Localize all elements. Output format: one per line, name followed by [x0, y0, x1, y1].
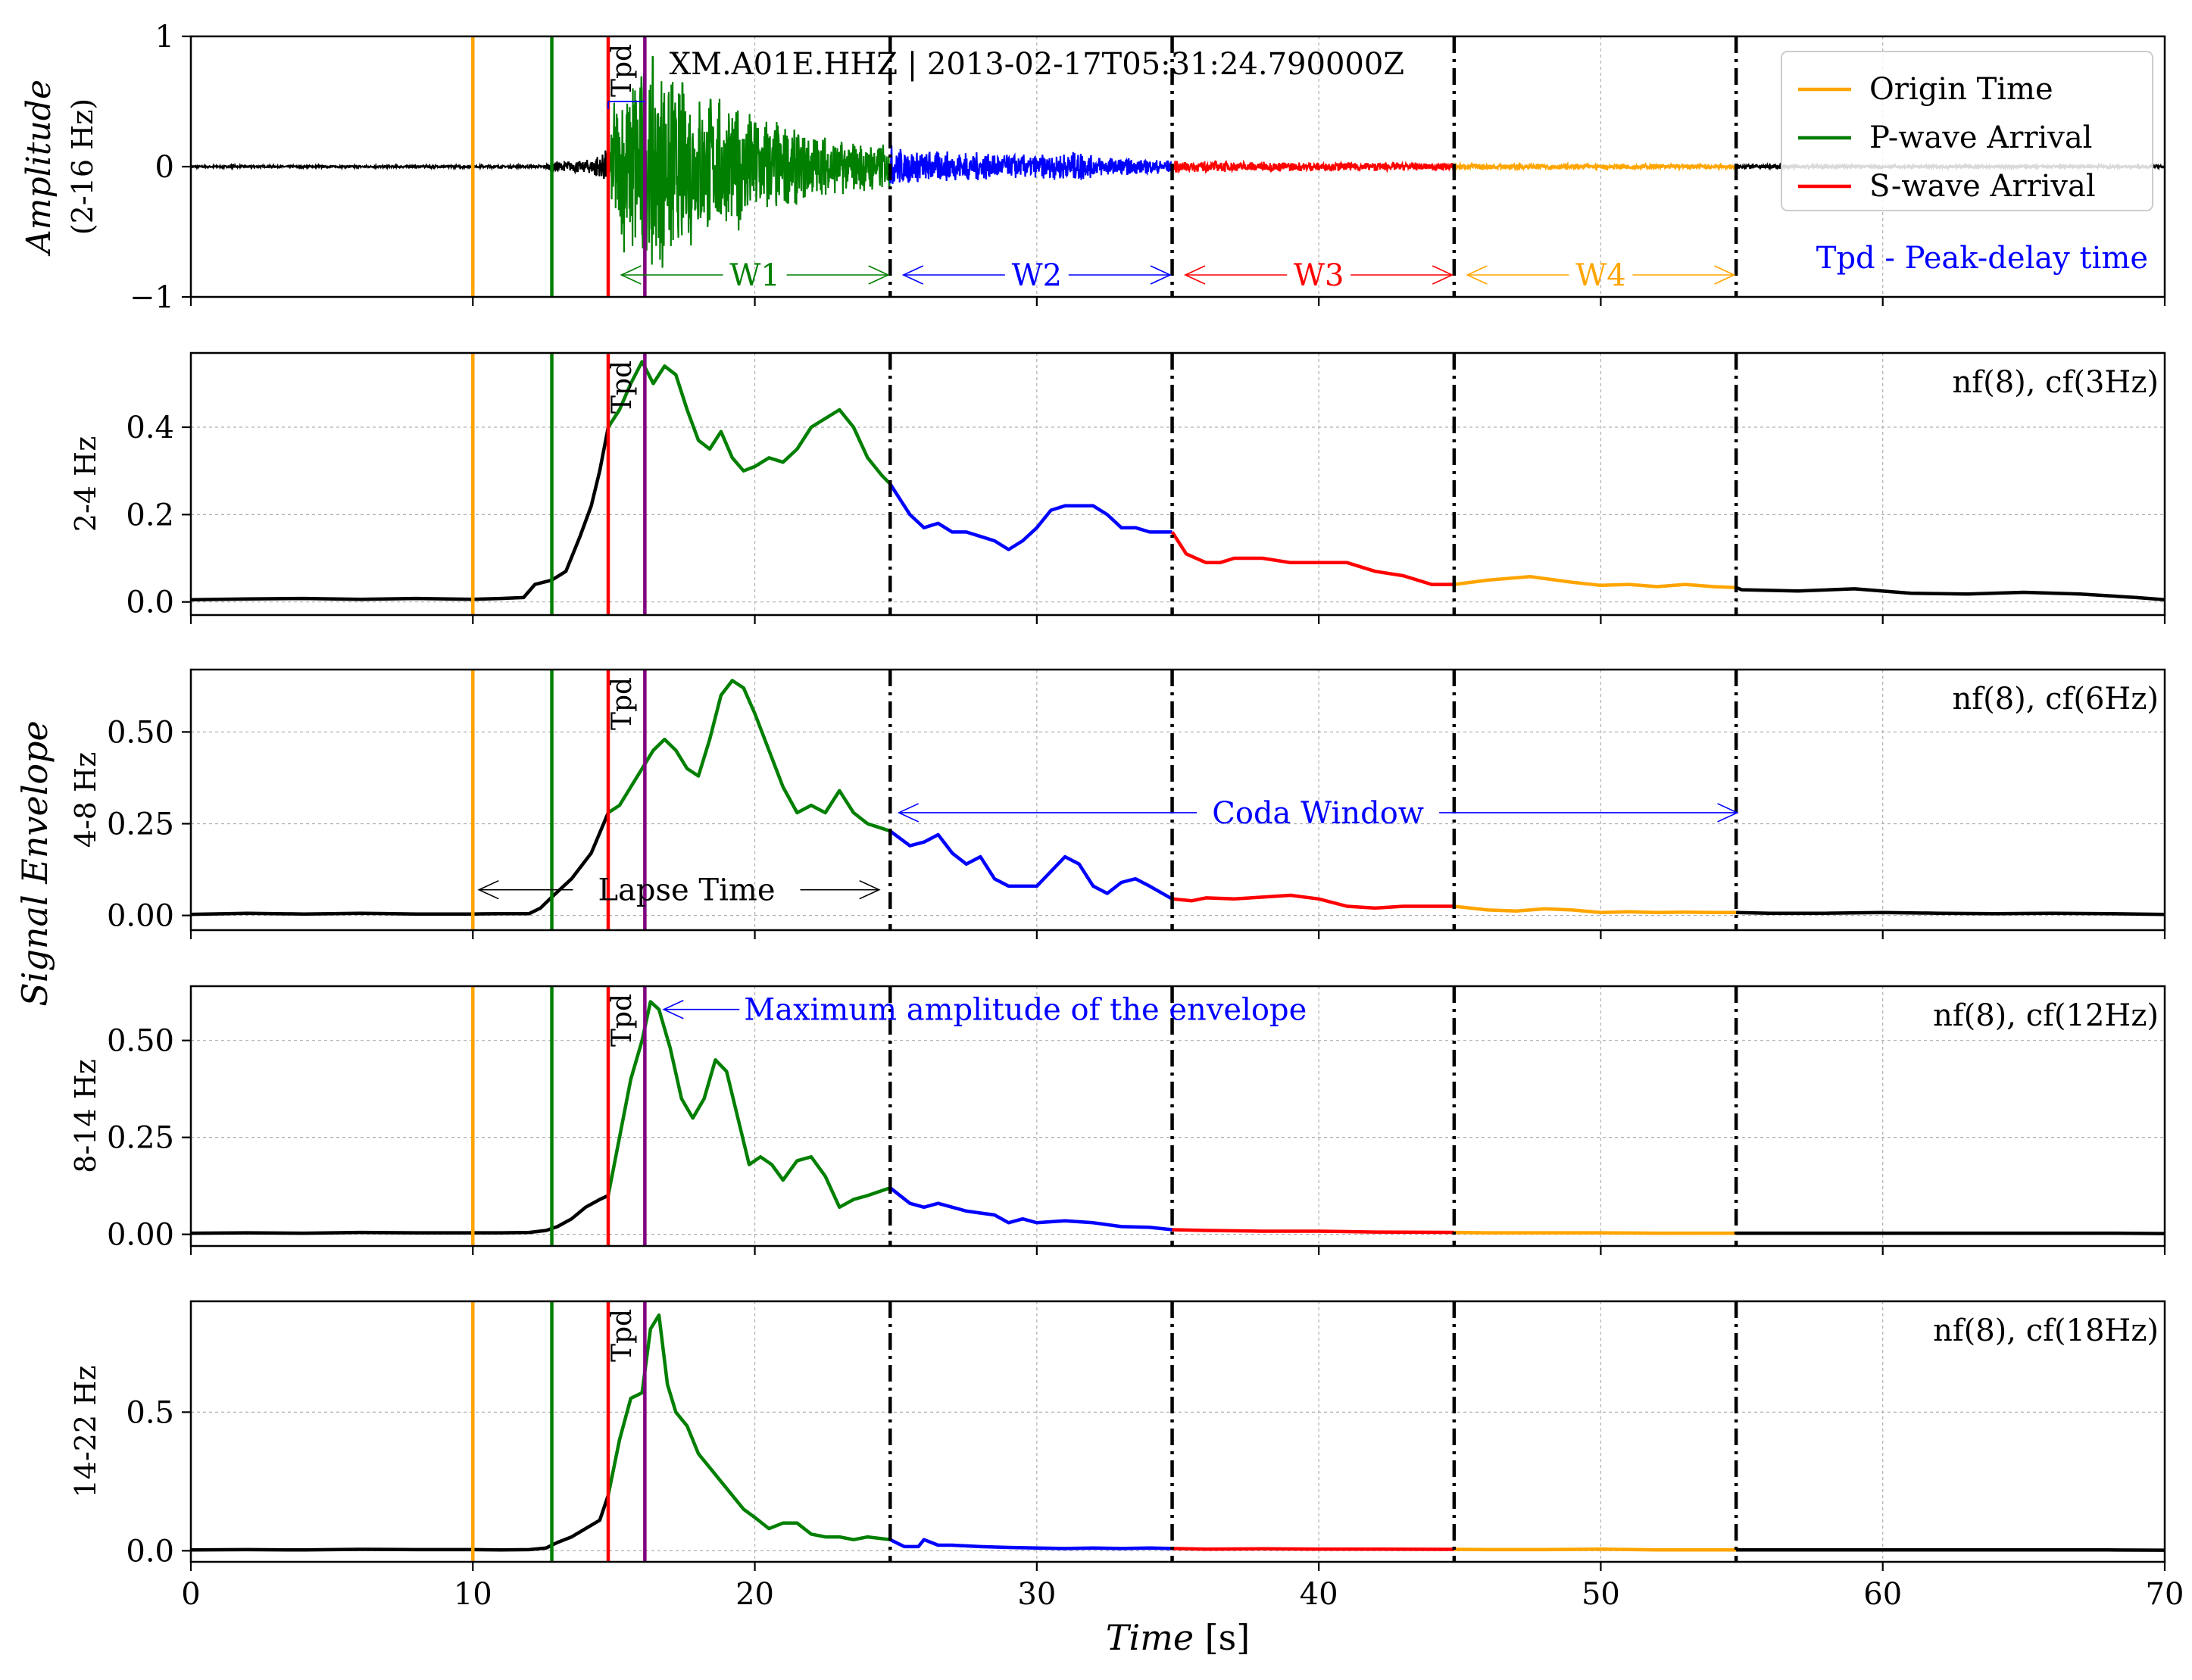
y-tick-label: 0.25: [107, 1121, 174, 1156]
y-tick-label: 0.00: [107, 899, 174, 934]
filter-label: nf(8), cf(18Hz): [1933, 1313, 2159, 1348]
filter-label: nf(8), cf(12Hz): [1933, 998, 2159, 1033]
station-title: XM.A01E.HHZ | 2013-02-17T05:31:24.790000…: [670, 47, 1404, 82]
series-group: [191, 681, 2165, 915]
filter-label: nf(8), cf(3Hz): [1953, 365, 2159, 400]
envelope-segment: [1736, 588, 2165, 600]
y-tick-label: 0: [155, 150, 174, 185]
series-group: [191, 362, 2165, 600]
y-tick-label: 0.00: [107, 1218, 174, 1253]
legend-item-label: Origin Time: [1869, 72, 2053, 107]
max-amplitude-label: Maximum amplitude of the envelope: [744, 993, 1307, 1028]
envelope-segment: [890, 484, 1172, 550]
series-group: [191, 1002, 2165, 1234]
envelope-segment: [1173, 532, 1454, 584]
window-label-w3: W3: [1294, 258, 1344, 293]
y-axis-label: 14-22 Hz: [69, 1366, 102, 1498]
panel-band-2-4: Tpd 0.0 0.2 0.4 2-4 Hz nf(8), cf(3Hz): [69, 353, 2165, 624]
x-tick-label: 20: [735, 1577, 774, 1612]
y-tick-label: 0.50: [107, 1024, 174, 1059]
waveform-trace-segment: [1172, 161, 1454, 172]
x-tick-label: 60: [1863, 1577, 1902, 1612]
axes-frame: [191, 1301, 2165, 1562]
y-tick-label: 0.2: [126, 498, 174, 532]
tpd-note: Tpd - Peak-delay time: [1816, 241, 2148, 276]
waveform-trace-segment: [890, 145, 1172, 184]
tpd-label: Tpd: [607, 677, 638, 730]
x-axis-label-name: Time: [1106, 1617, 1205, 1658]
envelope-segment: [1454, 576, 1736, 587]
waveform-trace-segment: [1454, 164, 1735, 170]
y-tick-label: 0.4: [126, 411, 174, 445]
tpd-label: Tpd: [607, 361, 638, 414]
series-group: [191, 1315, 2165, 1550]
y-tick-label: 0.25: [107, 807, 174, 842]
envelope-segment: [608, 681, 890, 832]
window-label-w4: W4: [1575, 258, 1626, 293]
x-tick-label: 30: [1017, 1577, 1056, 1612]
lapse-time-label: Lapse Time: [598, 873, 775, 908]
envelope-segment: [890, 1188, 1172, 1229]
panel-band-4-8: Tpd 0.00 0.25 0.504-8 Hz nf(8), cf(6Hz) Lapse…: [69, 670, 2165, 939]
envelope-segment: [1736, 913, 2165, 915]
envelope-segment: [191, 1495, 608, 1550]
envelope-segment: [608, 362, 890, 485]
y-tick-label: 0.0: [126, 586, 174, 620]
legend-item-label: S-wave Arrival: [1869, 169, 2096, 204]
waveform-trace-segment: [608, 56, 890, 270]
envelope-segment: [890, 831, 1172, 899]
coda-window-label: Coda Window: [1212, 796, 1424, 831]
window-label-w1: W1: [729, 258, 780, 293]
x-axis-label-unit: [s]: [1205, 1617, 1251, 1658]
y-tick-label: 0.50: [107, 715, 174, 750]
tpd-label: Tpd: [607, 44, 638, 97]
tpd-label: Tpd: [607, 994, 638, 1047]
envelope-segment: [1173, 1230, 1454, 1233]
panel-band-8-14: Tpd 0.00 0.25 0.508-14 Hz nf(8), cf(12Hz) Max…: [69, 986, 2165, 1255]
axes-frame: [191, 353, 2165, 615]
tpd-label: Tpd: [607, 1309, 638, 1362]
y-axis-label: 2-4 Hz: [69, 436, 102, 532]
envelope-segment: [1173, 1548, 1454, 1549]
filter-label: nf(8), cf(6Hz): [1953, 682, 2159, 717]
envelope-segment: [191, 1195, 608, 1233]
panel-band-14-22: Tpd 0 10 20 30 40 50 60 70 0.0 0.5 14-22 Hz nf(8), c…: [69, 1301, 2184, 1612]
x-axis-label: Time [s]: [1106, 1617, 1250, 1658]
envelope-segment: [1173, 895, 1454, 908]
y-tick-label: −1: [130, 280, 174, 315]
signal-envelope-ylabel: Signal Envelope: [14, 720, 55, 1007]
y-tick-label: 0.0: [126, 1534, 174, 1569]
y-tick-label: 1: [155, 20, 174, 55]
axes-frame: [191, 670, 2165, 930]
envelope-segment: [191, 813, 608, 914]
envelope-segment: [1454, 1549, 1736, 1550]
x-tick-label: 10: [454, 1577, 492, 1612]
y-axis-sublabel: (2-16 Hz): [66, 98, 99, 235]
envelope-segment: [608, 1315, 890, 1539]
envelope-segment: [1454, 1232, 1736, 1233]
envelope-segment: [1736, 1233, 2165, 1234]
y-axis-label: Amplitude: [20, 80, 58, 257]
x-tick-label: 50: [1582, 1577, 1620, 1612]
y-axis-label: 8-14 Hz: [69, 1059, 102, 1173]
envelope-segment: [890, 1540, 1172, 1549]
x-tick-label: 70: [2146, 1577, 2184, 1612]
y-axis-label: 4-8 Hz: [69, 752, 102, 848]
y-tick-label: 0.5: [126, 1395, 174, 1430]
envelope-segment: [1454, 907, 1736, 913]
x-tick-label: 0: [181, 1577, 200, 1612]
legend-item-label: P-wave Arrival: [1869, 120, 2092, 155]
panel-waveform: Tpd −1 0 1 Amplitude(2-16 Hz) XM.A01E.HHZ | 2…: [20, 20, 2165, 315]
window-label-w2: W2: [1012, 258, 1063, 293]
envelope-segment: [191, 427, 608, 600]
waveform-trace-segment: [191, 151, 608, 180]
x-tick-label: 40: [1300, 1577, 1338, 1612]
envelope-segment: [608, 1002, 890, 1207]
